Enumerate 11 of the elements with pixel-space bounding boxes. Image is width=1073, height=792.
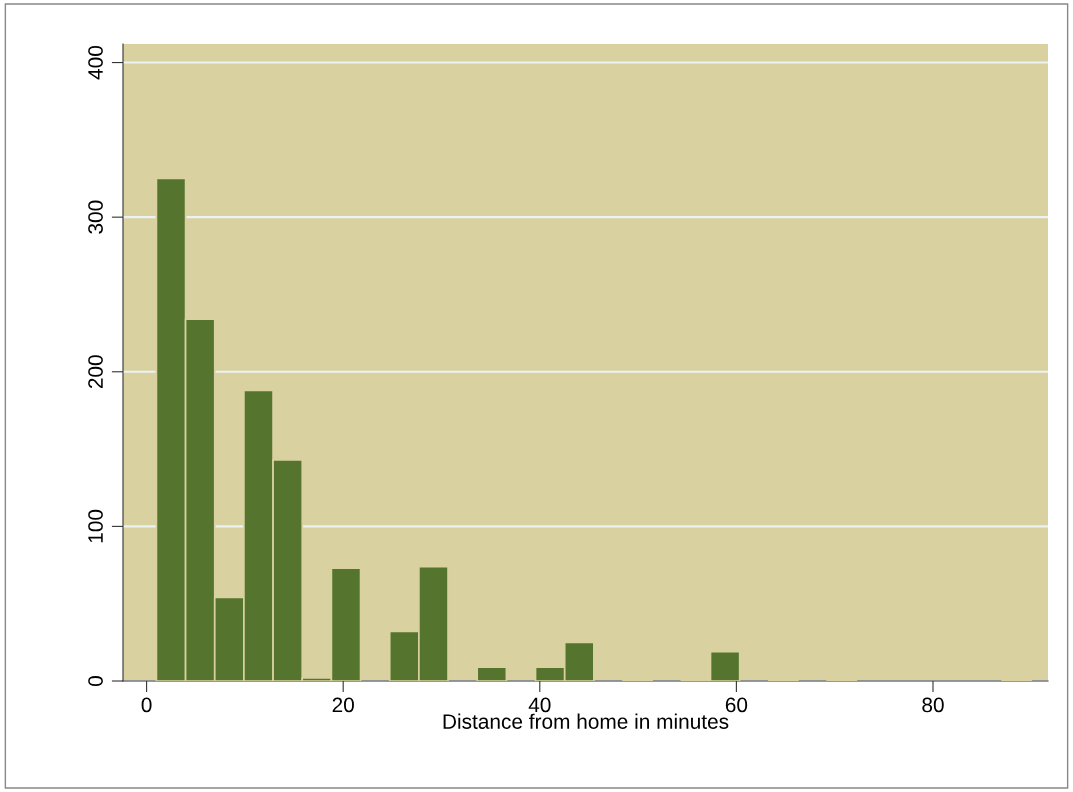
y-tick-label: 100 xyxy=(88,509,103,543)
y-tick-label: 200 xyxy=(88,355,103,389)
y-tick-label: 400 xyxy=(88,45,103,80)
x-axis-title: Distance from home in minutes xyxy=(443,713,729,729)
x-tick-label: 60 xyxy=(725,697,748,713)
y-tick-label: 300 xyxy=(88,200,103,234)
x-tick-label: 0 xyxy=(141,697,152,713)
x-tick-label: 20 xyxy=(332,697,354,713)
y-tick-label: 0 xyxy=(88,676,103,686)
x-tick-label: 80 xyxy=(922,697,944,713)
x-tick-label: 40 xyxy=(528,697,551,713)
